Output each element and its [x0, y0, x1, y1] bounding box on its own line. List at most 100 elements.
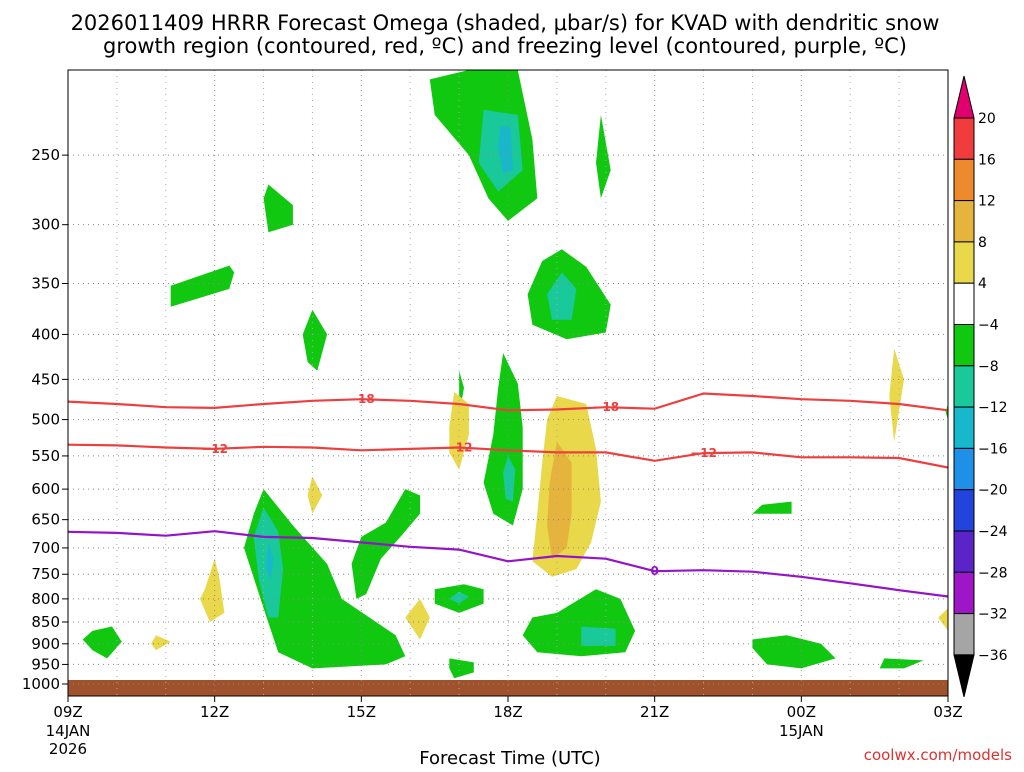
omega-region-33 — [938, 608, 948, 631]
colorbar-box-13 — [953, 613, 975, 656]
x-tick-date-00Z: 15JAN — [779, 722, 824, 740]
omega-region-21 — [449, 658, 474, 679]
omega-region-12 — [244, 489, 406, 669]
x-tick-label-09Z: 09Z — [53, 703, 82, 721]
omega-region-23 — [752, 635, 836, 669]
x-tick-date-09Z: 14JAN — [46, 722, 91, 740]
dgz-contour-minus12-line — [68, 443, 948, 469]
credit-text[interactable]: coolwx.com/models — [864, 746, 1012, 764]
dgz-contour-minus12-label-1: −12 — [446, 441, 473, 455]
x-tick-label-15Z: 15Z — [347, 703, 376, 721]
colorbar-box-3 — [953, 200, 975, 243]
colorbar-box-2 — [953, 158, 975, 202]
colorbar-box-10 — [953, 489, 975, 532]
colorbar-label-0: 20 — [978, 111, 996, 127]
colorbar-label-3: 8 — [978, 235, 987, 251]
omega-region-17 — [449, 591, 469, 604]
omega-region-22 — [752, 501, 792, 514]
colorbar-legend: 20 16 12 8 4 −4 −8 −12 −16 −20 −24 −28 −32 −36 — [953, 75, 1008, 698]
colorbar-label-13: −36 — [978, 648, 1008, 664]
colorbar-box-6 — [953, 324, 975, 367]
colorbar-box-7 — [953, 365, 975, 408]
freezing-level-contour-label-0: 0 — [650, 564, 658, 578]
omega-region-19 — [581, 626, 616, 646]
omega-region-24 — [879, 658, 924, 669]
x-axis-title: Forecast Time (UTC) — [419, 748, 600, 768]
colorbar-box-9 — [953, 447, 975, 491]
y-tick-label-750: 750 — [31, 565, 60, 583]
y-tick-label-900: 900 — [31, 635, 60, 653]
x-tick-label-18Z: 18Z — [493, 703, 522, 721]
omega-region-5 — [596, 114, 611, 199]
contour-lines: −18 −18 −12 −12 −12 0 — [68, 392, 948, 598]
y-tick-label-850: 850 — [31, 613, 60, 631]
colorbar-label-7: −12 — [978, 400, 1008, 416]
x-tick-year-09Z: 2026 — [49, 740, 87, 758]
colorbar-top-arrow — [953, 75, 975, 119]
colorbar-box-8 — [953, 406, 975, 449]
chart-title-line1: 2026011409 HRRR Forecast Omega (shaded, … — [71, 11, 940, 35]
y-tick-label-600: 600 — [31, 480, 60, 498]
dgz-contour-minus18-line — [68, 392, 948, 412]
omega-region-27 — [307, 476, 323, 514]
omega-region-31 — [547, 441, 572, 559]
colorbar-box-11 — [953, 530, 975, 573]
colorbar-label-11: −28 — [978, 565, 1008, 581]
dgz-contour-minus18-label-0: −18 — [348, 392, 375, 406]
colorbar-bottom-arrow — [953, 654, 975, 698]
omega-region-25 — [200, 558, 225, 622]
dgz-contour-minus12-label-0: −12 — [201, 442, 228, 456]
colorbar-label-9: −20 — [978, 483, 1008, 499]
y-tick-label-250: 250 — [31, 146, 60, 164]
colorbar-box-4 — [953, 241, 975, 284]
omega-region-2 — [498, 126, 513, 173]
omega-region-28 — [405, 598, 430, 640]
x-tick-label-03Z: 03Z — [933, 703, 962, 721]
colorbar-label-6: −8 — [978, 359, 999, 375]
omega-region-6 — [170, 265, 235, 307]
y-tick-label-700: 700 — [31, 539, 60, 557]
x-tick-label-00Z: 00Z — [787, 703, 816, 721]
gridlines — [67, 70, 949, 696]
y-tick-label-650: 650 — [31, 511, 60, 529]
omega-shading-layer — [68, 70, 948, 696]
omega-region-14 — [266, 542, 274, 580]
y-tick-label-800: 800 — [31, 590, 60, 608]
y-tick-label-500: 500 — [31, 411, 60, 429]
dgz-contour-minus18-label-1: −18 — [592, 400, 619, 414]
dgz-contour-minus12-label-2: −12 — [690, 446, 717, 460]
x-tick-label-21Z: 21Z — [640, 703, 669, 721]
x-tick-label-12Z: 12Z — [200, 703, 229, 721]
y-tick-label-950: 950 — [31, 655, 60, 673]
omega-region-7 — [263, 184, 293, 233]
colorbar-box-12 — [953, 571, 975, 615]
colorbar-label-2: 12 — [978, 194, 996, 210]
omega-region-11 — [503, 455, 516, 502]
y-tick-label-350: 350 — [31, 274, 60, 292]
terrain-band — [68, 680, 948, 696]
omega-region-32 — [889, 348, 904, 442]
colorbar-label-1: 16 — [978, 152, 996, 168]
colorbar-label-10: −24 — [978, 524, 1008, 540]
y-axis: 250 300 350 400 450 500 550 600 650 700 750 800 850 9… — [22, 146, 68, 693]
colorbar-box-5 — [953, 282, 975, 326]
y-tick-label-400: 400 — [31, 325, 60, 343]
chart-title-line2: growth region (contoured, red, ºC) and f… — [103, 34, 907, 58]
y-tick-label-450: 450 — [31, 370, 60, 388]
omega-region-34 — [945, 404, 948, 420]
y-tick-label-300: 300 — [31, 216, 60, 234]
freezing-level-contour-line — [68, 530, 948, 598]
y-tick-label-1000: 1000 — [22, 675, 60, 693]
colorbar-label-4: 4 — [978, 276, 987, 292]
contour-lines-layer: −18 −18 −12 −12 −12 0 — [68, 392, 948, 598]
omega-region-8 — [302, 309, 328, 371]
colorbar-box-1 — [953, 117, 975, 160]
colorbar-label-8: −16 — [978, 441, 1008, 457]
y-tick-label-550: 550 — [31, 447, 60, 465]
omega-region-20 — [82, 626, 122, 659]
colorbar-label-12: −32 — [978, 607, 1008, 623]
colorbar-label-5: −4 — [978, 318, 999, 334]
